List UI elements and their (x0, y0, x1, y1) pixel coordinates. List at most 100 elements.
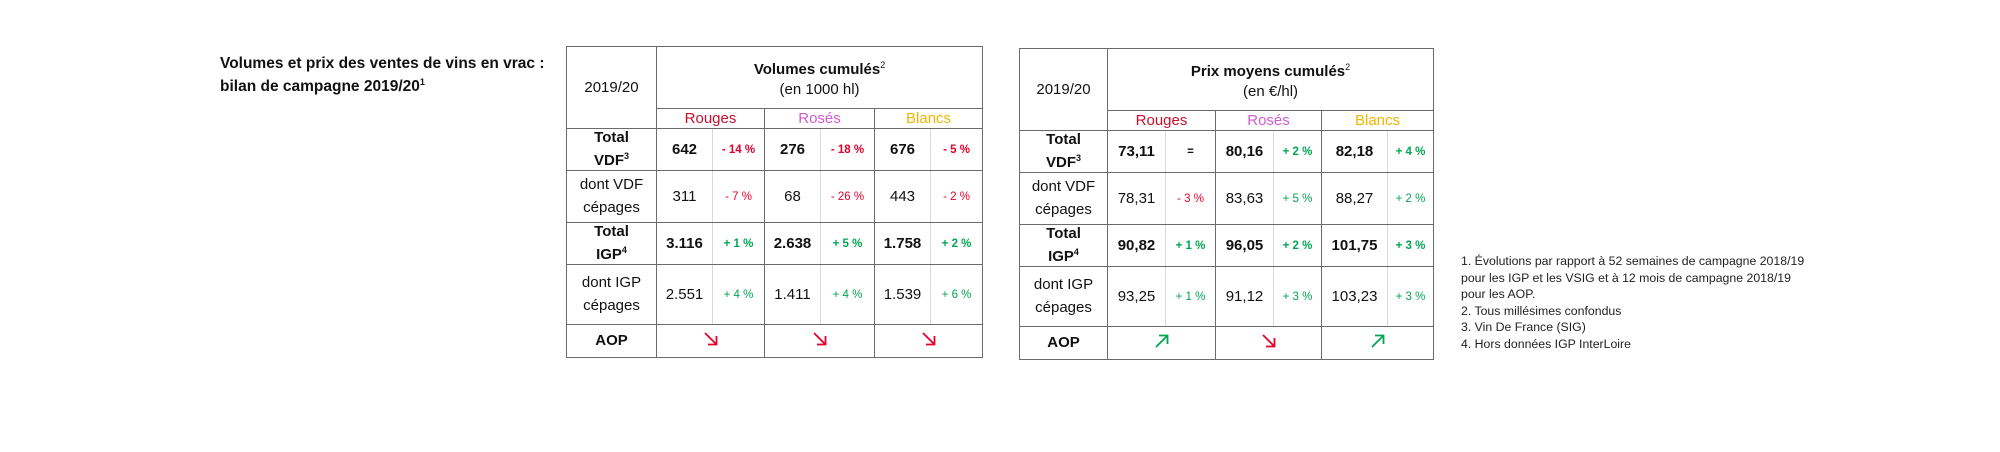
footnotes: 1. Évolutions par rapport à 52 semaines … (1461, 253, 1831, 352)
volumes-change-cell: - 2 % (929, 170, 984, 223)
prices-value-cell: 80,16 (1215, 130, 1274, 173)
volumes-row-label: Total IGP4 (566, 222, 657, 265)
volumes-category-rouges: Rouges (656, 108, 765, 129)
volumes-value-cell: 642 (656, 128, 713, 171)
prices-aop-trend (1107, 326, 1216, 360)
prices-change-cell: + 2 % (1273, 224, 1322, 267)
row-label-line2-text: VDF (593, 152, 624, 169)
row-label-line2: IGP4 (1020, 243, 1107, 266)
row-label-line2-text: cépages (583, 199, 640, 216)
volumes-row-label: dont IGP cépages (566, 264, 657, 325)
volumes-value-cell: 2.551 (656, 264, 713, 325)
volumes-change-cell: - 26 % (820, 170, 875, 223)
volumes-aop-trend (764, 324, 875, 358)
row-label-footnote-ref: 3 (1075, 153, 1081, 163)
volumes-change-cell: + 6 % (929, 264, 984, 325)
volumes-change-cell: + 5 % (820, 222, 875, 265)
volumes-change-cell: + 2 % (929, 222, 984, 265)
page-title-line2-text: bilan de campagne 2019/20 (220, 78, 420, 96)
volumes-change-cell: - 14 % (712, 128, 765, 171)
prices-change-cell: + 1 % (1165, 224, 1216, 267)
volumes-header: Volumes cumulés2 (en 1000 hl) (655, 46, 984, 109)
footnote-line: pour les IGP et les VSIG et à 12 mois de… (1461, 270, 1791, 285)
prices-aop-trend (1215, 326, 1322, 360)
volumes-value-cell: 276 (764, 128, 821, 171)
prices-change-cell: = (1165, 130, 1216, 173)
prices-value-cell: 73,11 (1107, 130, 1166, 173)
volumes-header-footnote-ref: 2 (880, 60, 886, 70)
volumes-change-cell: + 4 % (712, 264, 765, 325)
prices-category-rouges: Rouges (1107, 110, 1216, 131)
row-label-line1: dont IGP (1033, 276, 1094, 293)
row-label-line1: dont VDF (1031, 178, 1096, 195)
arrow-down-right-icon (702, 332, 720, 352)
prices-value-cell: 96,05 (1215, 224, 1274, 267)
volumes-value-cell: 1.411 (764, 264, 821, 325)
row-label-line2: VDF3 (567, 147, 656, 170)
row-label-line1: dont VDF (579, 176, 644, 193)
prices-change-cell: + 4 % (1386, 130, 1435, 173)
prices-header-title: Prix moyens cumulés (1190, 63, 1346, 80)
row-label-line1: Total (594, 223, 629, 240)
prices-table: 2019/20 Prix moyens cumulés2 (en €/hl) Roug… (1019, 48, 1435, 360)
footnote-line: 2. Tous millésimes confondus (1461, 303, 1622, 318)
prices-header-footnote-ref: 2 (1345, 62, 1351, 72)
volumes-change-cell: + 4 % (820, 264, 875, 325)
prices-value-cell: 90,82 (1107, 224, 1166, 267)
prices-year-cell: 2019/20 (1019, 48, 1108, 131)
row-label-line2: cépages (1020, 196, 1107, 219)
prices-value-cell: 78,31 (1107, 172, 1166, 225)
prices-value-cell: 88,27 (1321, 172, 1388, 225)
volumes-value-cell: 443 (874, 170, 931, 223)
row-label-line1: Total (594, 129, 629, 146)
arrow-down-right-icon (920, 332, 938, 352)
volumes-aop-trend (656, 324, 765, 358)
volumes-value-cell: 311 (656, 170, 713, 223)
row-label-line2: VDF3 (1020, 149, 1107, 172)
prices-change-cell: + 3 % (1386, 266, 1435, 327)
volumes-header-title: Volumes cumulés (753, 61, 881, 78)
row-label-footnote-ref: 4 (621, 245, 627, 255)
row-label-line1: dont IGP (581, 274, 642, 291)
arrow-up-right-icon (1153, 334, 1171, 354)
prices-row-label: dont VDF cépages (1019, 172, 1108, 225)
prices-value-cell: 103,23 (1321, 266, 1388, 327)
prices-aop-trend (1320, 326, 1435, 360)
volumes-value-cell: 1.539 (874, 264, 931, 325)
prices-change-cell: - 3 % (1165, 172, 1216, 225)
row-label-line2: cépages (567, 292, 656, 315)
volumes-value-cell: 3.116 (656, 222, 713, 265)
prices-change-cell: + 3 % (1386, 224, 1435, 267)
arrow-down-right-icon (1260, 334, 1278, 354)
row-label-line2-text: VDF (1045, 154, 1076, 171)
row-label-line1: Total (1046, 225, 1081, 242)
prices-row-label: Total VDF3 (1019, 130, 1108, 173)
page-title-footnote-ref: 1 (419, 77, 425, 87)
arrow-down-right-icon (811, 332, 829, 352)
row-label-line2: cépages (1020, 294, 1107, 317)
prices-value-cell: 83,63 (1215, 172, 1274, 225)
footnote-line: 3. Vin De France (SIG) (1461, 320, 1586, 334)
prices-change-cell: + 5 % (1273, 172, 1322, 225)
footnote-line: 4. Hors données IGP InterLoire (1461, 336, 1631, 351)
arrow-up-right-icon (1369, 334, 1387, 354)
prices-row-label: dont IGP cépages (1019, 266, 1108, 327)
prices-change-cell: + 1 % (1165, 266, 1216, 327)
row-label-line2-text: IGP (596, 246, 622, 263)
prices-value-cell: 82,18 (1321, 130, 1388, 173)
row-label-line2-text: IGP (1048, 248, 1074, 265)
volumes-category-blancs: Blancs (873, 108, 984, 129)
prices-value-cell: 93,25 (1107, 266, 1166, 327)
volumes-category-roses: Rosés (764, 108, 875, 129)
prices-row-label: Total IGP4 (1019, 224, 1108, 267)
volumes-table: 2019/20 Volumes cumulés2 (en 1000 hl) Rouge… (566, 46, 984, 358)
volumes-aop-trend (873, 324, 984, 358)
volumes-header-unit: (en 1000 hl) (779, 81, 860, 98)
volumes-change-cell: + 1 % (712, 222, 765, 265)
row-label-line2: IGP4 (567, 241, 656, 264)
volumes-change-cell: - 18 % (820, 128, 875, 171)
row-label-line2-text: cépages (583, 297, 640, 314)
footnote-line: pour les AOP. (1461, 287, 1536, 301)
page-title-line2: bilan de campagne 2019/201 (220, 73, 560, 96)
row-label-line1: Total (1046, 131, 1081, 148)
